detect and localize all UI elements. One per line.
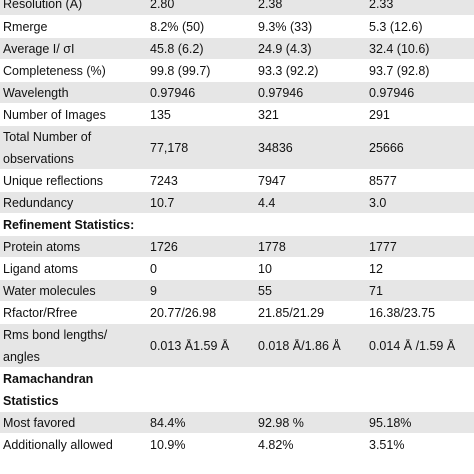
cell-value: 0.97946: [258, 85, 304, 100]
row-label: Most favored: [3, 415, 76, 430]
row-label: Rmerge: [3, 19, 48, 34]
row-label: Rfactor/Rfree: [3, 305, 78, 320]
section-heading-row: Ramachandran Statistics: [0, 368, 474, 412]
row-label: Total Number of observations: [3, 129, 92, 166]
row-label: Number of Images: [3, 107, 106, 122]
table-row: Rfactor/Rfree 20.77/26.98 21.85/21.29 16…: [0, 302, 474, 324]
cell-value: 321: [258, 107, 279, 122]
cell-value: 2.38: [258, 0, 283, 11]
cell-value: 7243: [150, 173, 178, 188]
row-label: Average I/ σI: [3, 41, 75, 56]
table-row: Total Number of observations 77,178 3483…: [0, 126, 474, 170]
cell-value: 10.7: [150, 195, 175, 210]
cell-value: 92.98 %: [258, 415, 304, 430]
table-row: Redundancy 10.7 4.4 3.0: [0, 192, 474, 214]
cell-value: 4.4: [258, 195, 276, 210]
cell-value: 21.85/21.29: [258, 305, 325, 320]
row-label: Completeness (%): [3, 63, 106, 78]
cell-value: 16.38/23.75: [369, 305, 436, 320]
table-row: Average I/ σI 45.8 (6.2) 24.9 (4.3) 32.4…: [0, 38, 474, 60]
cell-value: 0.013 Å1.59 Å: [150, 338, 230, 353]
row-label: Water molecules: [3, 283, 96, 298]
cell-value: 5.3 (12.6): [369, 19, 423, 34]
row-label: Unique reflections: [3, 173, 104, 188]
table-row: Most favored 84.4% 92.98 % 95.18%: [0, 412, 474, 434]
cell-value: 99.8 (99.7): [150, 63, 211, 78]
cell-value: 3.0: [369, 195, 387, 210]
cell-value: 9.3% (33): [258, 19, 313, 34]
cell-value: 34836: [258, 140, 293, 155]
cell-value: 0: [150, 261, 157, 276]
cell-value: 20.77/26.98: [150, 305, 217, 320]
cell-value: 291: [369, 107, 390, 122]
table-row: Protein atoms 1726 1778 1777: [0, 236, 474, 258]
cell-value: 2.80: [150, 0, 175, 11]
cell-value: 10: [258, 261, 272, 276]
row-label: Protein atoms: [3, 239, 81, 254]
section-heading: Refinement Statistics:: [3, 217, 135, 232]
table-row: Wavelength 0.97946 0.97946 0.97946: [0, 82, 474, 104]
row-label: Redundancy: [3, 195, 74, 210]
cell-value: 2.33: [369, 0, 394, 11]
cell-value: 12: [369, 261, 383, 276]
cell-value: 1777: [369, 239, 397, 254]
cell-value: 7947: [258, 173, 286, 188]
cell-value: 0.97946: [150, 85, 196, 100]
cell-value: 4.82%: [258, 437, 294, 452]
cell-value: 32.4 (10.6): [369, 41, 430, 56]
row-label: Rms bond lengths/ angles: [3, 327, 108, 364]
table-row: Number of Images 135 321 291: [0, 104, 474, 126]
cell-value: 3.51%: [369, 437, 405, 452]
cell-value: 0.97946: [369, 85, 415, 100]
cell-value: 8.2% (50): [150, 19, 205, 34]
table-row: Water molecules 9 55 71: [0, 280, 474, 302]
row-label: Resolution (Å): [3, 0, 83, 11]
table-row: Unique reflections 7243 7947 8577: [0, 170, 474, 192]
table-row: Rms bond lengths/ angles 0.013 Å1.59 Å 0…: [0, 324, 474, 368]
cell-value: 77,178: [150, 140, 189, 155]
table-row: Ligand atoms 0 10 12: [0, 258, 474, 280]
cell-value: 55: [258, 283, 272, 298]
cell-value: 135: [150, 107, 171, 122]
row-label: Ligand atoms: [3, 261, 79, 276]
section-heading: Ramachandran Statistics: [3, 371, 94, 408]
cell-value: 24.9 (4.3): [258, 41, 312, 56]
cell-value: 1726: [150, 239, 178, 254]
table-row: Completeness (%) 99.8 (99.7) 93.3 (92.2)…: [0, 60, 474, 82]
section-heading-row: Refinement Statistics:: [0, 214, 474, 236]
cell-value: 1778: [258, 239, 286, 254]
row-label: Additionally allowed: [3, 437, 113, 452]
cell-value: 8577: [369, 173, 397, 188]
table-row: Additionally allowed 10.9% 4.82% 3.51%: [0, 434, 474, 456]
cell-value: 95.18%: [369, 415, 412, 430]
cell-value: 0.018 Å/1.86 Å: [258, 338, 341, 353]
cell-value: 93.7 (92.8): [369, 63, 430, 78]
cell-value: 93.3 (92.2): [258, 63, 319, 78]
cell-value: 71: [369, 283, 383, 298]
crystallography-statistics-table: Resolution (Å) 2.80 2.38 2.33 Rmerge 8.2…: [0, 0, 474, 456]
cell-value: 84.4%: [150, 415, 186, 430]
cell-value: 9: [150, 283, 157, 298]
table-row: Resolution (Å) 2.80 2.38 2.33: [0, 0, 474, 16]
cell-value: 10.9%: [150, 437, 186, 452]
cell-value: 25666: [369, 140, 404, 155]
cell-value: 0.014 Å /1.59 Å: [369, 338, 456, 353]
table-row: Rmerge 8.2% (50) 9.3% (33) 5.3 (12.6): [0, 16, 474, 38]
cell-value: 45.8 (6.2): [150, 41, 204, 56]
row-label: Wavelength: [3, 85, 69, 100]
